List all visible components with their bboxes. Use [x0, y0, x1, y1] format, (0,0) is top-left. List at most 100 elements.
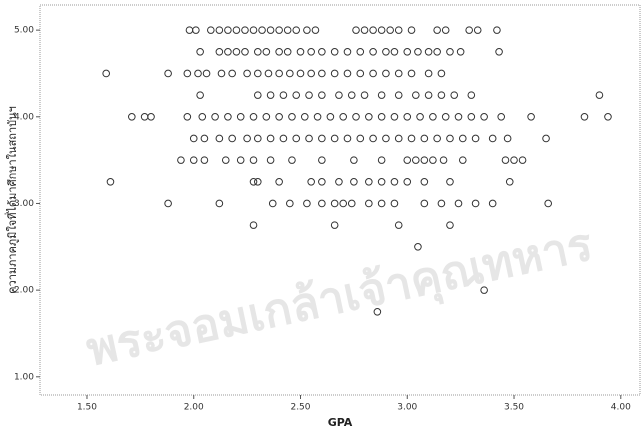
- point: [283, 26, 292, 34]
- point: [253, 91, 262, 99]
- point: [224, 48, 232, 56]
- point: [253, 178, 262, 186]
- point: [446, 178, 454, 186]
- point: [403, 48, 412, 56]
- point: [352, 113, 360, 121]
- point: [228, 69, 236, 78]
- point: [335, 178, 343, 186]
- point: [495, 48, 503, 56]
- point: [503, 134, 512, 143]
- point: [207, 26, 215, 34]
- point: [493, 26, 501, 34]
- point: [326, 113, 335, 121]
- point: [369, 69, 377, 78]
- point: [313, 113, 322, 121]
- point: [377, 178, 386, 186]
- point: [424, 48, 433, 56]
- point: [369, 26, 377, 34]
- point: [390, 113, 399, 121]
- point: [471, 134, 480, 143]
- point: [505, 178, 514, 186]
- point: [300, 113, 309, 121]
- point: [347, 91, 356, 99]
- point: [288, 156, 296, 164]
- point: [377, 26, 386, 34]
- point: [215, 26, 224, 34]
- point: [296, 48, 305, 56]
- point: [164, 69, 172, 78]
- point: [580, 113, 589, 121]
- point: [414, 48, 422, 56]
- x-tick-label: 3.00: [397, 403, 417, 413]
- point: [292, 91, 301, 99]
- point: [275, 69, 283, 78]
- point: [480, 286, 488, 294]
- point: [236, 156, 245, 164]
- point: [377, 91, 386, 99]
- point: [377, 113, 386, 121]
- point: [424, 91, 433, 99]
- point: [296, 69, 305, 78]
- point: [318, 91, 326, 99]
- point: [365, 178, 373, 186]
- point: [307, 69, 315, 78]
- point: [339, 113, 348, 121]
- point: [441, 26, 450, 34]
- point: [249, 221, 258, 229]
- point: [241, 48, 249, 56]
- point: [433, 134, 441, 143]
- point: [211, 113, 219, 121]
- point: [266, 134, 275, 143]
- point: [262, 48, 271, 56]
- point: [416, 113, 424, 121]
- point: [501, 156, 510, 164]
- point: [330, 134, 339, 143]
- point: [446, 221, 454, 229]
- point: [439, 156, 448, 164]
- point: [279, 134, 288, 143]
- point: [467, 113, 476, 121]
- point: [200, 156, 209, 164]
- point: [394, 91, 403, 99]
- point: [183, 69, 192, 78]
- point: [382, 48, 390, 56]
- point: [217, 69, 226, 78]
- point: [303, 199, 311, 208]
- point: [286, 69, 294, 78]
- point: [454, 113, 463, 121]
- point: [412, 156, 420, 164]
- y-tick-label: 2.00: [14, 286, 34, 296]
- point: [527, 113, 535, 121]
- point: [382, 69, 390, 78]
- point: [177, 156, 185, 164]
- point: [407, 26, 416, 34]
- point: [283, 48, 292, 56]
- point: [407, 69, 416, 78]
- point: [200, 134, 209, 143]
- point: [275, 113, 283, 121]
- x-tick-label: 2.50: [290, 403, 310, 413]
- point: [377, 156, 386, 164]
- point: [258, 26, 266, 34]
- point: [266, 26, 275, 34]
- point: [275, 26, 283, 34]
- point: [215, 48, 224, 56]
- point: [279, 91, 288, 99]
- plot-area: [39, 4, 641, 396]
- point: [318, 156, 326, 164]
- point: [318, 134, 326, 143]
- point: [243, 134, 251, 143]
- point: [268, 199, 277, 208]
- point: [292, 26, 301, 34]
- point: [369, 134, 377, 143]
- point: [128, 113, 136, 121]
- point: [390, 199, 399, 208]
- point: [424, 69, 433, 78]
- point: [343, 48, 352, 56]
- point: [232, 48, 241, 56]
- point: [330, 221, 339, 229]
- point: [350, 156, 358, 164]
- point: [275, 178, 283, 186]
- point: [403, 113, 412, 121]
